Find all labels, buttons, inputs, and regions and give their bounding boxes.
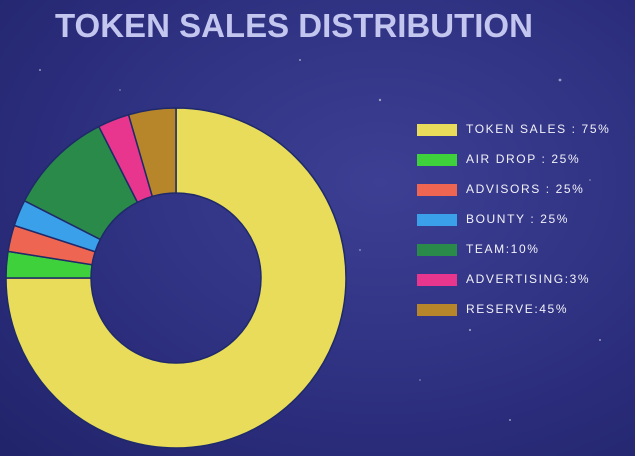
legend-swatch [417,124,457,136]
legend-label: BOUNTY : 25% [466,212,569,226]
legend-label: RESERVE:45% [466,302,568,316]
legend-swatch [417,184,457,196]
donut-slice [127,107,177,198]
legend-label: ADVERTISING:3% [466,272,590,286]
legend-swatch [417,274,457,286]
legend-swatch [417,304,457,316]
stars [39,19,601,421]
legend-label: TOKEN SALES : 75% [466,122,610,136]
legend-swatch [417,244,457,256]
legend-label: ADVISORS : 25% [466,182,584,196]
legend-label: AIR DROP : 25% [466,152,580,166]
legend-label: TEAM:10% [466,242,540,256]
chart-title: TOKEN SALES DISTRIBUTION [55,7,533,44]
legend-swatch [417,154,457,166]
legend-swatch [417,214,457,226]
donut-slice [5,107,347,449]
